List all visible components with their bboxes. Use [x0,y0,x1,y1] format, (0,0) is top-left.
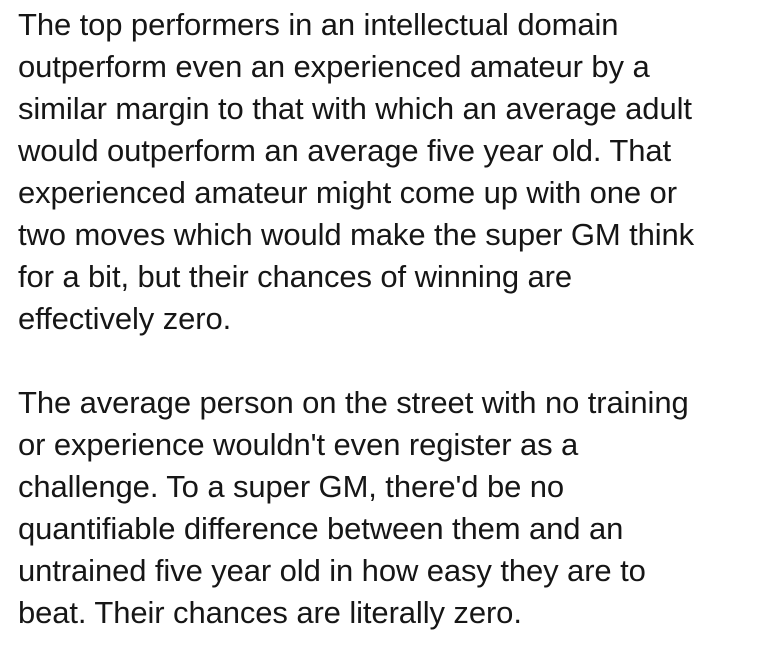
post-text: The top performers in an intellectual do… [18,4,768,634]
text-line: The average person on the street with no… [18,385,689,420]
text-line: challenge. To a super GM, there'd be no [18,469,565,504]
text-line: effectively zero. [18,301,232,336]
text-line: The top performers in an intellectual do… [18,7,619,42]
text-line: beat. Their chances are literally zero. [18,595,522,630]
text-line: similar margin to that with which an ave… [18,91,692,126]
text-line: outperform even an experienced amateur b… [18,49,650,84]
paragraph-2: The average person on the street with no… [18,382,768,634]
paragraph-1: The top performers in an intellectual do… [18,4,768,340]
text-line: untrained five year old in how easy they… [18,553,646,588]
text-line: quantifiable difference between them and… [18,511,624,546]
text-line: for a bit, but their chances of winning … [18,259,573,294]
text-line: experienced amateur might come up with o… [18,175,677,210]
text-line: two moves which would make the super GM … [18,217,695,252]
text-line: or experience wouldn't even register as … [18,427,579,462]
text-line: would outperform an average five year ol… [18,133,671,168]
